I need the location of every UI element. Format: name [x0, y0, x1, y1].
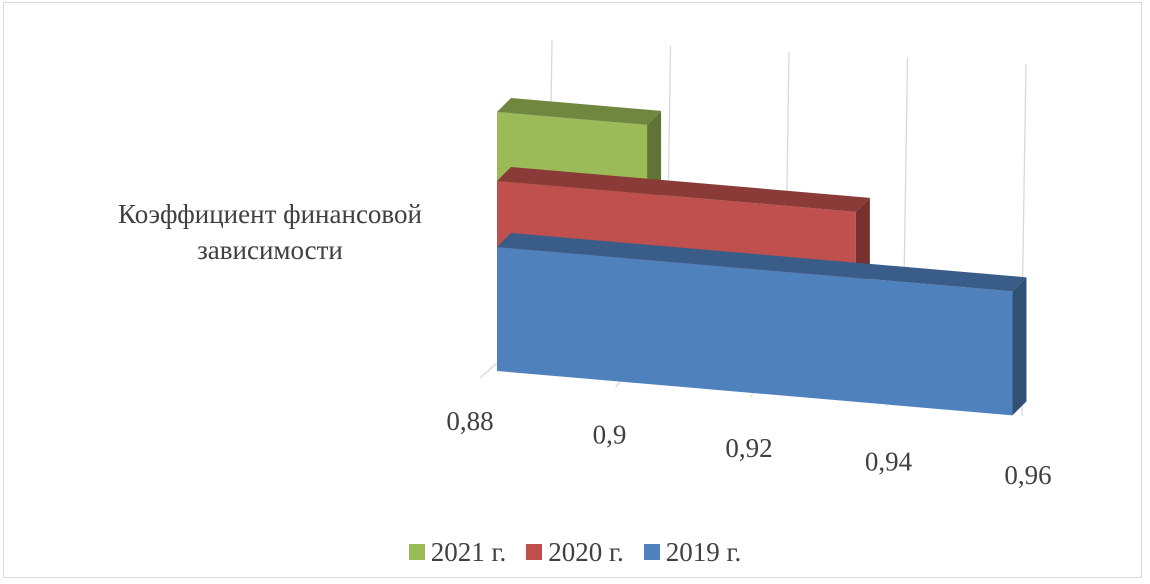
bar-top-face	[497, 167, 870, 212]
bar-top-face	[497, 233, 1027, 292]
bar-2019 г.	[497, 247, 1013, 416]
legend: 2021 г. 2020 г. 2019 г.	[0, 534, 1150, 570]
legend-swatch-2020	[526, 544, 543, 560]
x-tick-label: 0,96	[1004, 460, 1051, 490]
x-tick-label: 0,92	[725, 433, 772, 463]
legend-item-2019: 2019 г.	[643, 536, 742, 568]
category-label: Коэффициент финансовой зависимости	[70, 196, 470, 268]
wall-gridline	[1021, 63, 1027, 317]
legend-label-2019: 2019 г.	[665, 536, 742, 567]
legend-label-2020: 2020 г.	[548, 536, 624, 567]
x-tick-label: 0,88	[446, 406, 493, 436]
x-tick-label: 0,9	[593, 420, 627, 450]
legend-item-2021: 2021 г.	[408, 536, 507, 568]
legend-label-2021: 2021 г.	[430, 536, 507, 567]
bar-top-face	[497, 98, 662, 125]
legend-item-2020: 2020 г.	[526, 537, 624, 568]
legend-swatch-2021	[408, 544, 425, 560]
category-label-line-2: зависимости	[197, 235, 343, 265]
x-tick-label: 0,94	[865, 447, 913, 477]
legend-swatch-2019	[643, 544, 660, 560]
bar-side-face	[1012, 277, 1027, 416]
category-label-line-1: Коэффициент финансовой	[118, 199, 422, 229]
